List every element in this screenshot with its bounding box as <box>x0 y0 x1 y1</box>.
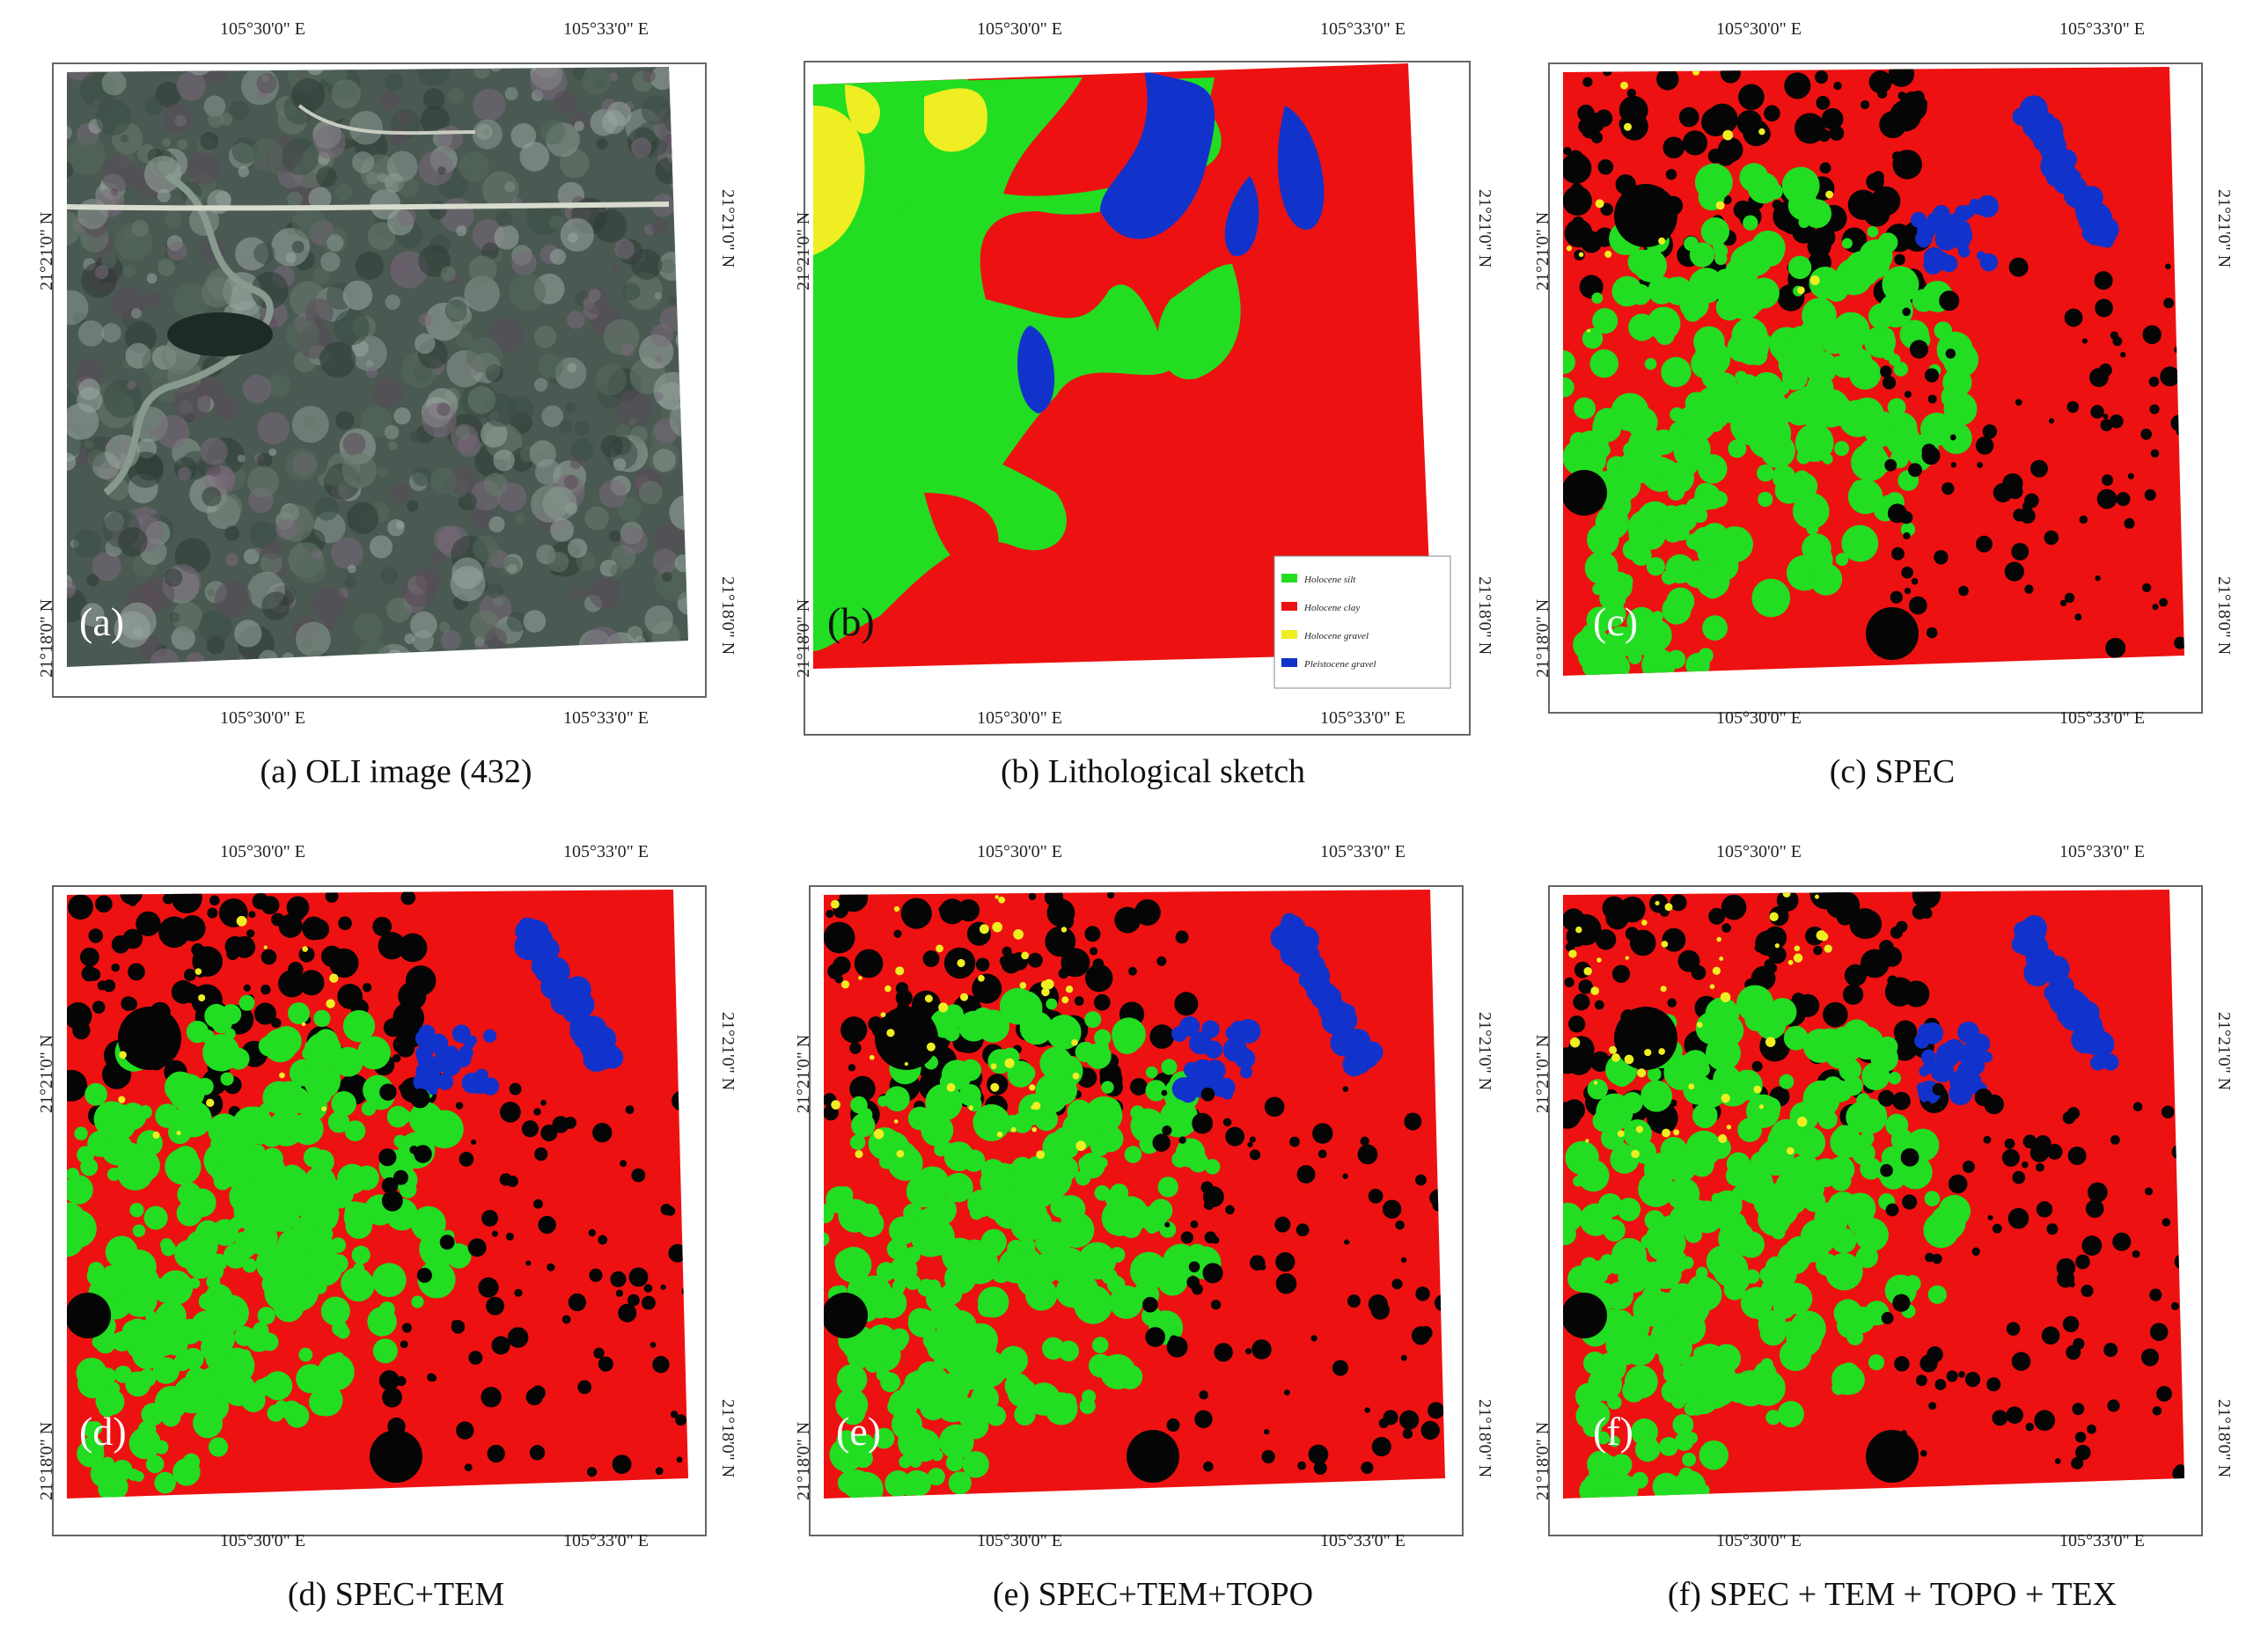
panel-a-label: (a) <box>79 599 125 644</box>
lon-label-top-right-e: 105°33'0" E <box>1320 842 1406 861</box>
panel-f: (f) (f) SPEC + TEM + TOPO + TEX <box>1531 823 2253 1628</box>
lat-label-left-lower-b: 21°18'0" N <box>794 598 813 678</box>
lat-label-right-upper-e: 21°21'0" N <box>1475 1012 1494 1091</box>
legend-label-silt: Holocene silt <box>1303 575 1356 585</box>
satellite-image <box>67 67 688 667</box>
lon-label-top-right-d: 105°33'0" E <box>563 842 649 861</box>
lat-label-left-lower-e: 21°18'0" N <box>794 1421 813 1500</box>
lat-label-left-lower-f: 21°18'0" N <box>1533 1421 1552 1500</box>
panel-c-map <box>1548 62 2203 714</box>
panel-c-caption: (c) SPEC <box>1829 753 1956 790</box>
lon-label-top-left-b: 105°30'0" E <box>977 19 1062 39</box>
lat-label-right-upper-c: 21°21'0" N <box>2214 189 2234 268</box>
lon-label-bottom-right-e: 105°33'0" E <box>1320 1531 1406 1550</box>
lat-label-right-lower-c: 21°18'0" N <box>2214 576 2234 656</box>
lon-label-bottom-left-f: 105°30'0" E <box>1716 1531 1802 1550</box>
panel-f-map <box>1548 885 2203 1536</box>
lon-label-bottom-right-d: 105°33'0" E <box>563 1531 649 1550</box>
panel-c-label: (c) <box>1593 599 1639 644</box>
lat-label-right-lower-f: 21°18'0" N <box>2214 1399 2234 1478</box>
lat-label-left-upper-f: 21°21'0" N <box>1533 1034 1552 1113</box>
lon-label-bottom-left-e: 105°30'0" E <box>977 1531 1062 1550</box>
lon-label-top-right-f: 105°33'0" E <box>2059 842 2145 861</box>
lat-label-left-upper-a: 21°21'0" N <box>37 211 56 290</box>
lon-label-bottom-left-d: 105°30'0" E <box>220 1531 305 1550</box>
lon-label-top-left-f: 105°30'0" E <box>1716 842 1802 861</box>
lat-label-left-upper-b: 21°21'0" N <box>794 211 813 290</box>
lat-label-left-upper-e: 21°21'0" N <box>794 1034 813 1113</box>
legend-swatch-gravel <box>1281 630 1297 639</box>
lon-label-top-left-e: 105°30'0" E <box>977 842 1062 861</box>
legend-swatch-clay <box>1281 602 1297 611</box>
lithology-sketch <box>813 63 1433 669</box>
lat-label-right-upper-f: 21°21'0" N <box>2214 1012 2234 1091</box>
legend: Holocene silt Holocene clay Holocene gra… <box>1273 555 1451 689</box>
panel-e-caption: (e) SPEC+TEM+TOPO <box>992 1576 1314 1613</box>
lat-label-right-upper-b: 21°21'0" N <box>1475 189 1494 268</box>
panel-d-label: (d) <box>79 1409 127 1454</box>
lon-label-top-right-b: 105°33'0" E <box>1320 19 1406 39</box>
lon-label-top-left-c: 105°30'0" E <box>1716 19 1802 39</box>
lat-label-left-lower-d: 21°18'0" N <box>37 1421 56 1500</box>
panel-a: (a) (a) OLI image (432) <box>35 0 757 805</box>
panel-d-map <box>52 885 707 1536</box>
lon-label-bottom-right-f: 105°33'0" E <box>2059 1531 2145 1550</box>
panel-c: (c) (c) SPEC <box>1531 0 2253 805</box>
lat-label-right-upper-d: 21°21'0" N <box>718 1012 738 1091</box>
panel-e-map <box>809 885 1464 1536</box>
panel-b-map: Holocene silt Holocene clay Holocene gra… <box>804 61 1471 736</box>
panel-e: (e) (e) SPEC+TEM+TOPO <box>792 823 1514 1628</box>
lon-label-top-right-c: 105°33'0" E <box>2059 19 2145 39</box>
lat-label-left-lower-a: 21°18'0" N <box>37 598 56 678</box>
lat-label-right-lower-a: 21°18'0" N <box>718 576 738 656</box>
lat-label-right-upper-a: 21°21'0" N <box>718 189 738 268</box>
legend-swatch-silt <box>1281 574 1297 583</box>
legend-label-pleistocene: Pleistocene gravel <box>1303 659 1376 670</box>
legend-swatch-pleistocene <box>1281 658 1297 667</box>
lon-label-top-left-d: 105°30'0" E <box>220 842 305 861</box>
lon-label-top-right-a: 105°33'0" E <box>563 19 649 39</box>
legend-label-clay: Holocene clay <box>1303 603 1360 613</box>
panel-e-label: (e) <box>836 1409 882 1454</box>
lon-label-top-left-a: 105°30'0" E <box>220 19 305 39</box>
panel-f-caption: (f) SPEC + TEM + TOPO + TEX <box>1667 1576 2118 1613</box>
panel-a-caption: (a) OLI image (432) <box>260 753 532 790</box>
lat-label-right-lower-d: 21°18'0" N <box>718 1399 738 1478</box>
lat-label-right-lower-e: 21°18'0" N <box>1475 1399 1494 1478</box>
lon-label-bottom-right-a: 105°33'0" E <box>563 708 649 728</box>
lon-label-bottom-right-c: 105°33'0" E <box>2059 708 2145 728</box>
lon-label-bottom-right-b: 105°33'0" E <box>1320 708 1406 728</box>
legend-label-gravel: Holocene gravel <box>1303 631 1369 641</box>
lat-label-left-lower-c: 21°18'0" N <box>1533 598 1552 678</box>
panel-a-map <box>52 62 707 698</box>
panel-d: (d) (d) SPEC+TEM <box>35 823 757 1628</box>
lat-label-left-upper-c: 21°21'0" N <box>1533 211 1552 290</box>
panel-f-label: (f) <box>1593 1409 1633 1454</box>
panel-b-label: (b) <box>827 599 875 644</box>
panel-b-caption: (b) Lithological sketch <box>1000 753 1306 790</box>
lat-label-left-upper-d: 21°21'0" N <box>37 1034 56 1113</box>
lon-label-bottom-left-a: 105°30'0" E <box>220 708 305 728</box>
lon-label-bottom-left-b: 105°30'0" E <box>977 708 1062 728</box>
panel-b: Holocene silt Holocene clay Holocene gra… <box>792 0 1514 805</box>
lon-label-bottom-left-c: 105°30'0" E <box>1716 708 1802 728</box>
lat-label-right-lower-b: 21°18'0" N <box>1475 576 1494 656</box>
panel-d-caption: (d) SPEC+TEM <box>287 1576 505 1613</box>
